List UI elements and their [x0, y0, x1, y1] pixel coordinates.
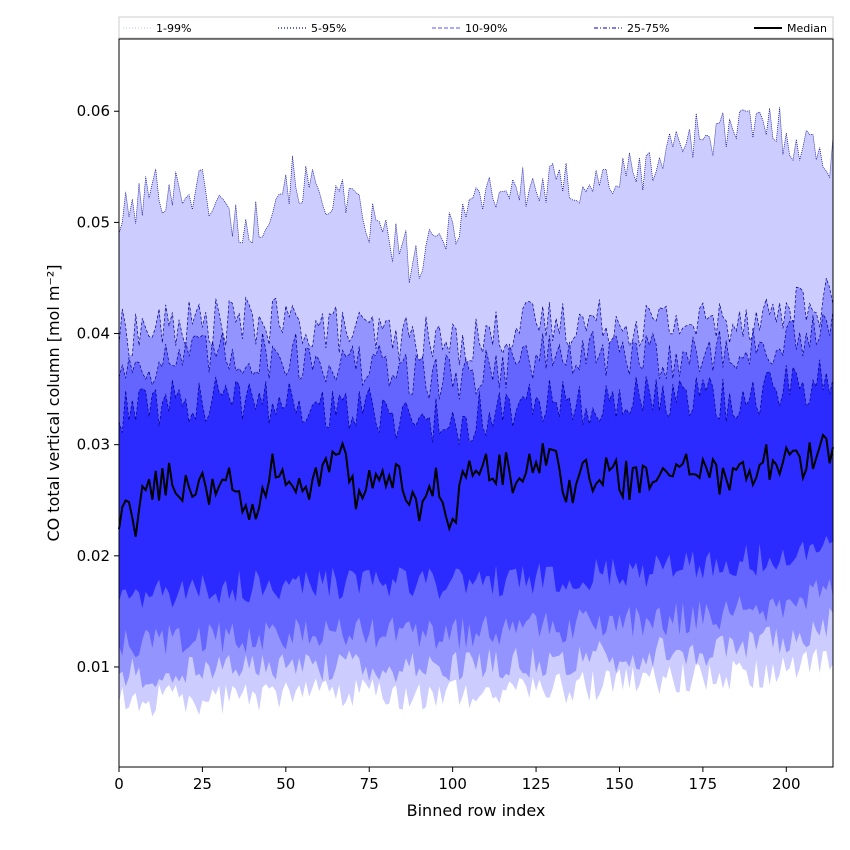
x-tick-label: 125	[522, 775, 551, 793]
x-axis-label: Binned row index	[407, 801, 546, 820]
y-tick-label: 0.01	[77, 658, 110, 676]
y-tick-label: 0.04	[77, 325, 110, 343]
x-tick-label: 0	[114, 775, 124, 793]
x-tick-label: 200	[772, 775, 801, 793]
legend-frame	[118, 16, 834, 39]
x-tick-label: 100	[438, 775, 467, 793]
y-axis-ticks: 0.01 0.02 0.03 0.04 0.05 0.06	[77, 102, 119, 676]
y-tick-label: 0.06	[77, 102, 110, 120]
y-tick-label: 0.02	[77, 547, 110, 565]
y-tick-label: 0.03	[77, 436, 110, 454]
band-area	[119, 359, 833, 609]
legend-label: 1-99%	[156, 22, 191, 35]
x-tick-label: 150	[605, 775, 634, 793]
x-tick-label: 25	[193, 775, 212, 793]
band-upper-edge	[118, 107, 834, 283]
legend-label: Median	[787, 22, 827, 35]
x-tick-label: 75	[360, 775, 379, 793]
median-line	[118, 433, 834, 537]
legend: 1-99% 5-95% 10-90% 25-75% Median	[118, 16, 834, 39]
x-tick-label: 50	[276, 775, 295, 793]
band-upper-edge	[118, 277, 834, 366]
legend-label: 5-95%	[311, 22, 346, 35]
bands-layer	[118, 107, 834, 717]
legend-label: 10-90%	[465, 22, 507, 35]
band-upper-edge	[118, 310, 834, 400]
median-layer	[118, 433, 834, 537]
x-axis-ticks: 0 25 50 75 100 125 150 175 200	[114, 767, 801, 793]
y-axis-label: CO total vertical column [mol m⁻²]	[44, 264, 63, 541]
band-upper-edge	[118, 359, 834, 445]
plot-area-frame	[118, 38, 834, 768]
x-tick-label: 175	[689, 775, 718, 793]
y-tick-label: 0.05	[77, 213, 110, 231]
legend-label: 25-75%	[627, 22, 669, 35]
